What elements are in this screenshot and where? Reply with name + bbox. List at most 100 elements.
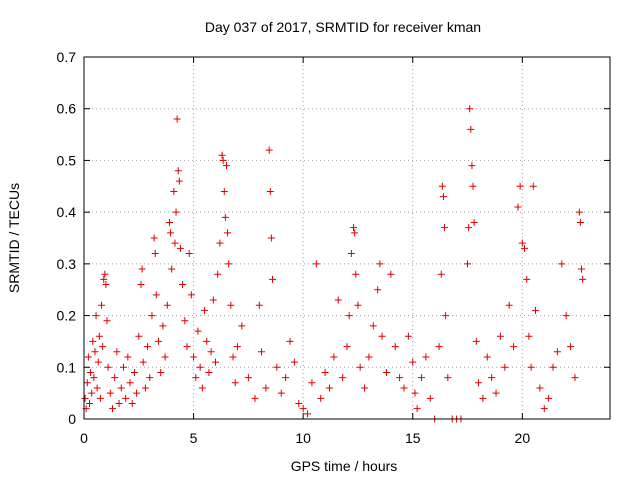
- data-point: [567, 343, 575, 351]
- data-point: [126, 379, 134, 387]
- data-point: [115, 399, 123, 407]
- data-point: [231, 379, 239, 387]
- data-point: [224, 229, 232, 237]
- data-point: [467, 125, 475, 133]
- data-point: [150, 234, 158, 242]
- data-point: [435, 343, 443, 351]
- data-point: [148, 312, 156, 320]
- data-point: [124, 353, 132, 361]
- data-point: [96, 394, 104, 402]
- data-point: [475, 379, 482, 387]
- data-point: [438, 182, 446, 190]
- data-point: [157, 368, 165, 376]
- data-point: [196, 363, 204, 371]
- data-point: [470, 218, 478, 226]
- data-point: [167, 229, 175, 237]
- data-point: [553, 348, 561, 356]
- data-point: [299, 405, 307, 413]
- data-point: [113, 348, 121, 356]
- data-point: [192, 374, 200, 382]
- data-point: [117, 384, 125, 392]
- data-point: [529, 182, 537, 190]
- data-point: [111, 374, 119, 382]
- data-point: [282, 374, 290, 382]
- data-point: [161, 353, 169, 361]
- data-point: [81, 394, 89, 402]
- data-point: [119, 363, 127, 371]
- data-point: [418, 374, 426, 382]
- data-point: [521, 244, 529, 252]
- data-point: [159, 322, 167, 330]
- data-points: [81, 105, 587, 423]
- data-point: [321, 368, 329, 376]
- data-point: [404, 332, 412, 340]
- data-point: [562, 312, 570, 320]
- data-point: [222, 162, 230, 170]
- x-tick-label: 15: [405, 430, 421, 446]
- data-point: [304, 410, 312, 418]
- data-point: [201, 306, 209, 314]
- data-point: [437, 270, 445, 278]
- data-point: [265, 146, 273, 154]
- data-point: [181, 317, 189, 325]
- data-point: [173, 115, 181, 123]
- data-point: [400, 384, 408, 392]
- data-point: [441, 224, 449, 232]
- data-point: [87, 368, 95, 376]
- data-point: [525, 332, 533, 340]
- data-point: [442, 312, 450, 320]
- y-tick-label: 0.2: [57, 308, 77, 324]
- data-point: [396, 374, 404, 382]
- data-point: [122, 394, 130, 402]
- data-point: [536, 384, 544, 392]
- data-point: [194, 327, 202, 335]
- data-point: [369, 322, 377, 330]
- data-point: [426, 394, 434, 402]
- data-point: [165, 218, 173, 226]
- y-tick-label: 0.3: [57, 256, 77, 272]
- data-point: [255, 301, 263, 309]
- data-point: [99, 343, 107, 351]
- data-point: [339, 374, 347, 382]
- data-point: [277, 389, 285, 397]
- data-point: [176, 244, 184, 252]
- data-point: [472, 337, 480, 345]
- x-tick-label: 0: [80, 430, 88, 446]
- data-point: [144, 343, 152, 351]
- data-point: [209, 296, 217, 304]
- data-point: [102, 281, 110, 289]
- data-point: [483, 353, 491, 361]
- data-point: [444, 374, 452, 382]
- data-point: [171, 239, 179, 247]
- grid: [84, 57, 610, 419]
- data-point: [374, 286, 382, 294]
- data-point: [238, 322, 246, 330]
- data-point: [227, 301, 235, 309]
- data-point: [273, 363, 281, 371]
- data-point: [190, 353, 198, 361]
- data-point: [225, 260, 233, 268]
- data-point: [101, 270, 109, 278]
- data-point: [205, 368, 213, 376]
- data-point: [216, 239, 224, 247]
- x-tick-label: 20: [515, 430, 531, 446]
- data-point: [545, 394, 553, 402]
- data-point: [312, 260, 320, 268]
- data-point: [185, 250, 193, 258]
- data-point: [466, 105, 474, 113]
- data-point: [354, 301, 362, 309]
- data-point: [141, 384, 149, 392]
- data-point: [106, 389, 114, 397]
- data-point: [244, 374, 252, 382]
- x-tick-label: 5: [190, 430, 198, 446]
- data-point: [262, 384, 270, 392]
- data-point: [135, 332, 143, 340]
- data-point: [422, 353, 430, 361]
- data-point: [578, 265, 586, 273]
- data-point: [465, 224, 473, 232]
- data-point: [268, 275, 276, 283]
- data-point: [488, 374, 496, 382]
- y-axis: 0 0.1 0.2 0.3 0.4 0.5 0.6 0.7: [57, 49, 610, 427]
- data-point: [187, 291, 195, 299]
